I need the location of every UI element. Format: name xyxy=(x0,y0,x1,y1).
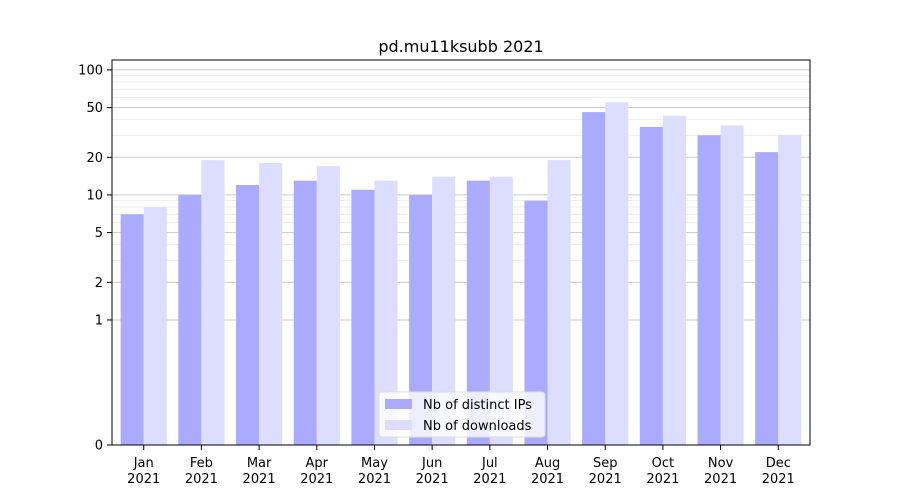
y-tick-label: 50 xyxy=(86,101,103,116)
x-tick-label-year: 2021 xyxy=(300,472,333,487)
chart-title: pd.mu11ksubb 2021 xyxy=(378,37,543,56)
bar-downloads xyxy=(489,176,513,445)
bar-downloads xyxy=(143,207,167,445)
x-tick-label-year: 2021 xyxy=(185,472,218,487)
bar-distinct-ips xyxy=(236,185,260,445)
x-tick-label-year: 2021 xyxy=(243,472,276,487)
legend-label: Nb of downloads xyxy=(423,419,532,434)
x-tick-label: Jun xyxy=(421,456,442,471)
plot-frame xyxy=(111,59,811,446)
x-tick-label: Dec xyxy=(766,456,791,471)
x-tick-label-year: 2021 xyxy=(531,472,564,487)
bar-downloads xyxy=(605,102,629,445)
x-tick-label-year: 2021 xyxy=(473,472,506,487)
x-tick-label: Feb xyxy=(190,456,213,471)
x-tick-label-year: 2021 xyxy=(762,472,795,487)
legend: Nb of distinct IPs Nb of downloads xyxy=(378,391,546,438)
x-tick-label: Oct xyxy=(652,456,674,471)
x-tick-label-year: 2021 xyxy=(704,472,737,487)
x-tick-label: Sep xyxy=(593,456,618,471)
bar-downloads xyxy=(316,166,340,445)
x-tick-label: Jan xyxy=(133,456,154,471)
x-tick-label: Nov xyxy=(708,456,734,471)
x-tick-label: May xyxy=(361,456,388,471)
y-tick-label: 100 xyxy=(78,63,103,78)
bar-downloads xyxy=(432,176,456,445)
legend-swatch xyxy=(385,399,412,409)
bar-distinct-ips xyxy=(466,180,490,445)
bar-distinct-ips xyxy=(755,152,779,445)
bar-distinct-ips xyxy=(582,112,606,445)
bar-distinct-ips xyxy=(639,126,663,446)
y-tick-label: 0 xyxy=(95,439,103,454)
axes: Jan2021Feb2021Mar2021Apr2021May2021Jun20… xyxy=(78,59,811,487)
y-tick-label: 10 xyxy=(86,188,103,203)
x-tick-label: Apr xyxy=(306,456,329,471)
x-tick-label-year: 2021 xyxy=(127,472,160,487)
bar-downloads xyxy=(547,160,571,445)
bar-distinct-ips xyxy=(293,180,317,445)
bar-downloads xyxy=(720,125,744,445)
y-tick-label: 1 xyxy=(95,313,103,328)
bar-downloads xyxy=(374,180,398,445)
x-tick-label: Aug xyxy=(535,456,560,471)
bar-downloads xyxy=(259,163,283,445)
legend-label: Nb of distinct IPs xyxy=(423,398,532,413)
x-tick-label-year: 2021 xyxy=(646,472,679,487)
y-tick-label: 2 xyxy=(95,276,103,291)
bar-distinct-ips xyxy=(697,135,721,445)
x-tick-label: Mar xyxy=(247,456,272,471)
bar-distinct-ips xyxy=(178,194,202,445)
legend-box xyxy=(378,391,546,438)
bar-distinct-ips xyxy=(120,214,144,445)
legend-swatch xyxy=(385,420,412,430)
x-tick-label: Jul xyxy=(481,456,498,471)
bars xyxy=(120,102,802,446)
x-tick-label-year: 2021 xyxy=(416,472,449,487)
bar-distinct-ips xyxy=(409,194,433,445)
bar-distinct-ips xyxy=(351,189,375,445)
x-tick-label-year: 2021 xyxy=(358,472,391,487)
y-tick-label: 5 xyxy=(95,226,103,241)
bar-downloads xyxy=(201,160,225,445)
y-tick-label: 20 xyxy=(86,151,103,166)
bar-distinct-ips xyxy=(524,200,548,445)
bar-downloads xyxy=(662,115,686,445)
x-tick-label-year: 2021 xyxy=(589,472,622,487)
bar-downloads xyxy=(778,135,802,445)
